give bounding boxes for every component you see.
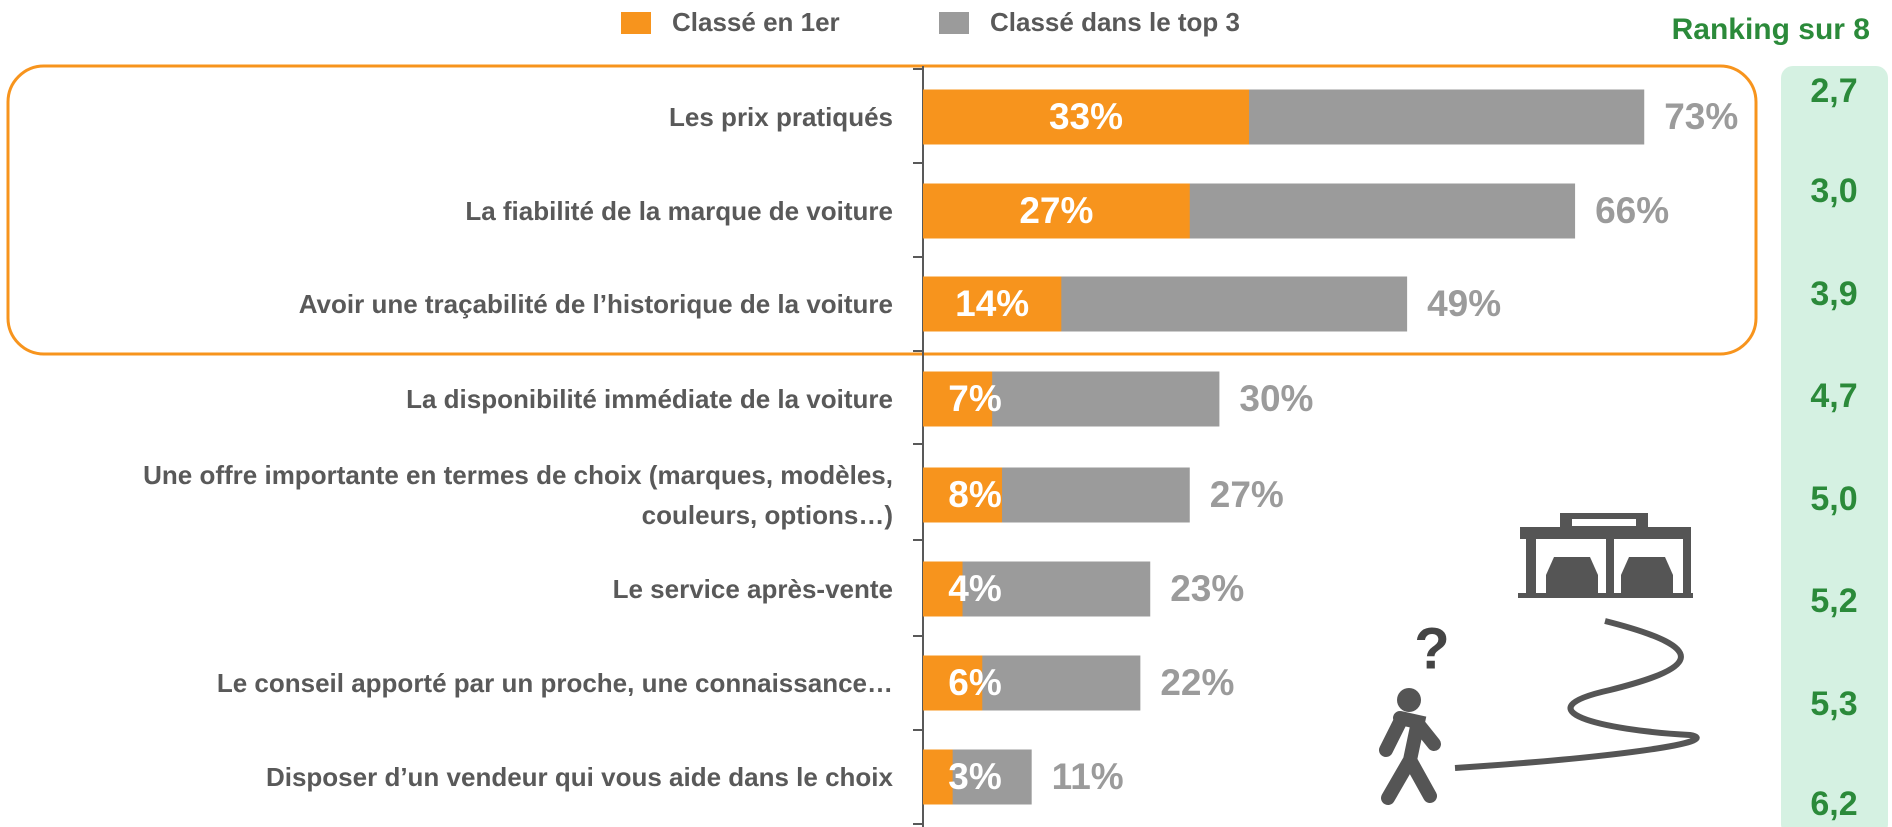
value-label: 73% — [1664, 96, 1738, 137]
ranking-value: 5,3 — [1810, 685, 1857, 723]
legend-swatch — [939, 12, 969, 34]
value-label: 6% — [948, 662, 1001, 703]
category-label: Une offre importante en termes de choix … — [143, 460, 893, 530]
bar — [923, 276, 1062, 332]
value-label: 33% — [1049, 96, 1123, 137]
value-label: 23% — [1170, 568, 1244, 609]
ranking-value: 5,0 — [1810, 480, 1857, 518]
bar — [923, 89, 1250, 145]
value-label: 30% — [1239, 378, 1313, 419]
value-label: 11% — [1052, 756, 1124, 797]
question-mark: ? — [1414, 616, 1449, 681]
category-label: Le service après-vente — [612, 574, 893, 604]
value-label: 7% — [948, 378, 1001, 419]
bar — [923, 183, 1190, 239]
ranking-value: 6,2 — [1810, 785, 1857, 823]
ranking-value: 3,9 — [1810, 275, 1857, 313]
legend-swatch — [621, 12, 651, 34]
value-label: 27% — [1019, 190, 1093, 231]
bar — [923, 749, 953, 805]
category-label: Disposer d’un vendeur qui vous aide dans… — [265, 762, 893, 792]
value-label: 49% — [1427, 283, 1501, 324]
value-label: 14% — [955, 283, 1029, 324]
value-label: 66% — [1595, 190, 1669, 231]
ranking-value: 4,7 — [1810, 377, 1857, 415]
legend-label: Classé en 1er — [672, 7, 840, 37]
value-label: 22% — [1160, 662, 1234, 703]
category-label: Le conseil apporté par un proche, une co… — [216, 668, 893, 698]
value-label: 8% — [948, 474, 1001, 515]
ranking-title: Ranking sur 8 — [1672, 13, 1870, 46]
walker-icon — [1379, 688, 1441, 805]
garage-icon — [1518, 513, 1693, 598]
bar — [923, 371, 993, 427]
category-label: La disponibilité immédiate de la voiture — [406, 384, 893, 414]
category-label: Les prix pratiqués — [669, 102, 893, 132]
ranking-panel — [1781, 66, 1888, 827]
category-label: La fiabilité de la marque de voiture — [465, 196, 893, 226]
bar — [923, 655, 983, 711]
bar — [923, 467, 1003, 523]
value-label: 3% — [948, 756, 1001, 797]
legend-label: Classé dans le top 3 — [990, 7, 1240, 37]
highlight-box — [6, 64, 1758, 356]
ranking-value: 3,0 — [1810, 172, 1857, 210]
ranking-value: 2,7 — [1810, 72, 1857, 110]
ranking-value: 5,2 — [1810, 582, 1857, 620]
value-label: 4% — [948, 568, 1001, 609]
road — [1454, 618, 1700, 771]
bar — [923, 561, 963, 617]
category-label: Avoir une traçabilité de l’historique de… — [298, 289, 893, 319]
value-label: 27% — [1210, 474, 1284, 515]
